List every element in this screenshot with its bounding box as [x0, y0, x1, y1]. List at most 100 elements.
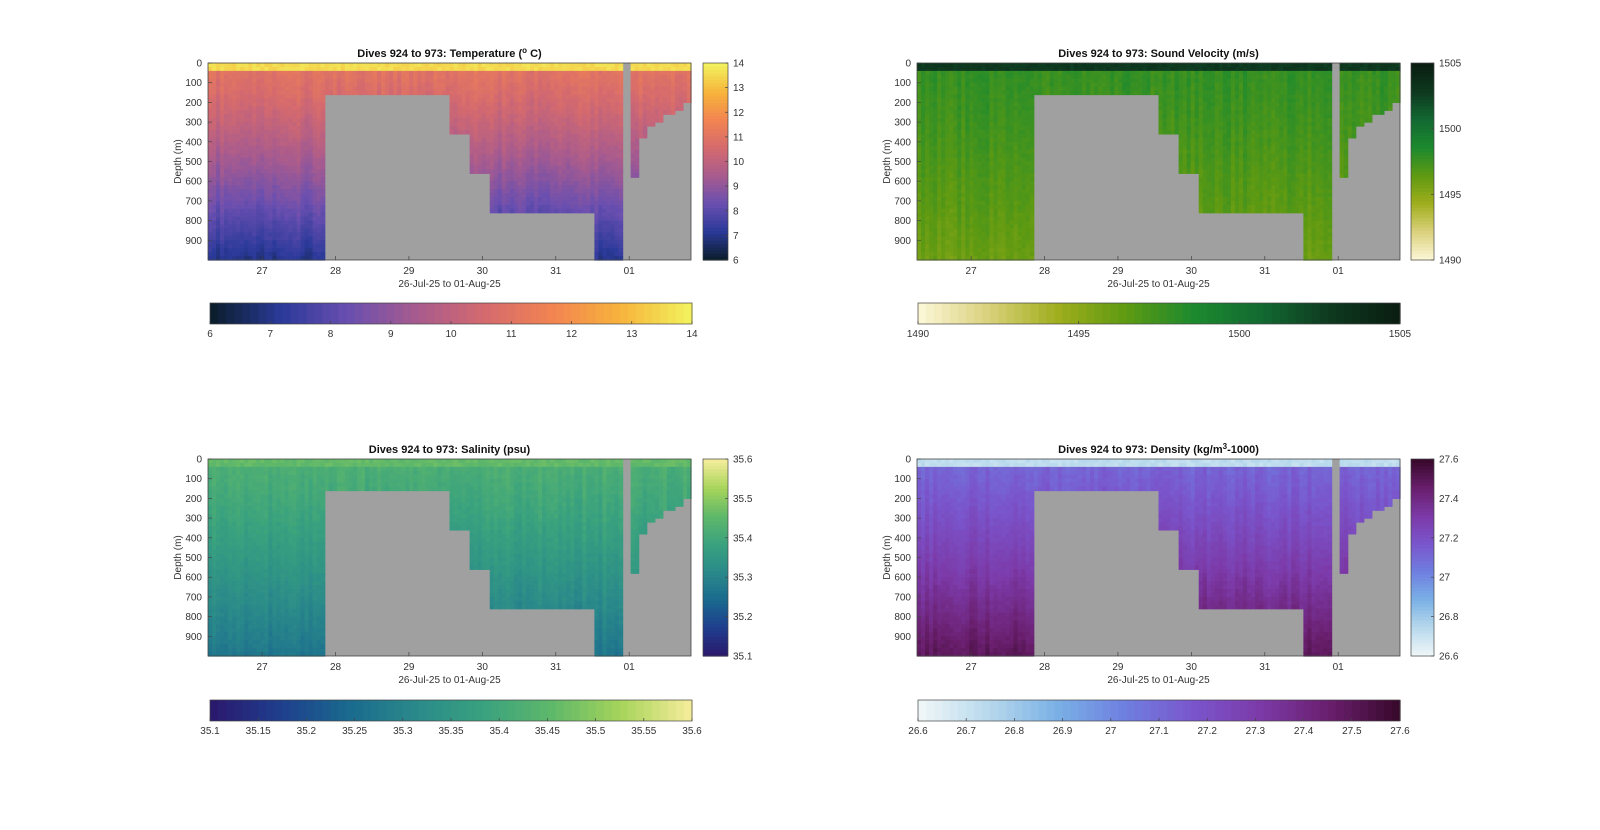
heatmap-cell — [308, 165, 314, 170]
heatmap-cell — [300, 153, 306, 159]
heatmap-cell — [562, 94, 567, 100]
heatmap-cell — [393, 66, 398, 72]
colorbar-segment — [703, 253, 728, 258]
heatmap-cell — [977, 129, 983, 135]
heatmap-cell — [530, 208, 535, 214]
heatmap-cell — [917, 200, 922, 206]
heatmap-cell — [606, 256, 612, 261]
heatmap-cell — [465, 122, 471, 127]
heatmap-cell — [965, 200, 970, 206]
heatmap-cell — [614, 224, 620, 230]
heatmap-cell — [941, 82, 946, 88]
heatmap-cell — [997, 110, 1003, 115]
heatmap-cell — [292, 70, 298, 76]
heatmap-cell — [981, 74, 987, 80]
heatmap-cell — [401, 82, 406, 88]
heatmap-cell — [1017, 122, 1023, 127]
heatmap-cell — [1017, 185, 1023, 190]
heatmap-cell — [554, 129, 559, 135]
heatmap-cell — [965, 193, 970, 198]
heatmap-cell — [646, 74, 652, 80]
heatmap-cell — [981, 126, 987, 131]
heatmap-cell — [316, 110, 322, 115]
heatmap-cell — [985, 248, 991, 253]
heatmap-cell — [264, 106, 269, 111]
heatmap-cell — [530, 193, 535, 198]
heatmap-cell — [598, 74, 604, 80]
heatmap-cell — [276, 145, 282, 151]
heatmap-cell — [481, 133, 487, 139]
heatmap-cell — [618, 141, 624, 147]
heatmap-cell — [614, 82, 620, 88]
heatmap-cell — [240, 208, 245, 214]
heatmap-cell — [216, 224, 221, 230]
heatmap-cell — [505, 70, 511, 76]
heatmap-cell — [985, 189, 991, 194]
heatmap-cell — [340, 74, 346, 80]
heatmap-cell — [256, 220, 261, 226]
heatmap-cell — [284, 102, 290, 107]
heatmap-cell — [284, 63, 290, 68]
heatmap-cell — [304, 240, 310, 245]
heatmap-cell — [925, 86, 930, 92]
heatmap-cell — [562, 118, 567, 123]
heatmap-cell — [582, 133, 587, 139]
heatmap-cell — [562, 149, 567, 155]
heatmap-cell — [316, 74, 322, 80]
heatmap-cell — [530, 102, 535, 107]
heatmap-cell — [594, 244, 600, 249]
heatmap-cell — [925, 212, 930, 218]
heatmap-cell — [534, 126, 539, 131]
heatmap-cell — [993, 216, 999, 222]
heatmap-cell — [300, 74, 306, 80]
heatmap-cell — [921, 224, 926, 230]
heatmap-cell — [272, 126, 278, 131]
heatmap-cell — [670, 98, 676, 103]
heatmap-cell — [208, 204, 213, 210]
heatmap-cell — [232, 78, 237, 84]
heatmap-cell — [538, 90, 543, 96]
heatmap-cell — [320, 204, 326, 210]
heatmap-cell — [618, 94, 624, 100]
heatmap-cell — [352, 70, 358, 76]
heatmap-cell — [288, 200, 294, 206]
heatmap-cell — [534, 94, 539, 100]
heatmap-cell — [574, 74, 579, 80]
heatmap-cell — [296, 196, 302, 202]
heatmap-cell — [260, 165, 265, 170]
heatmap-cell — [449, 78, 455, 84]
heatmap-cell — [602, 252, 608, 257]
heatmap-cell — [961, 90, 966, 96]
colorbar-segment — [703, 112, 728, 117]
heatmap-cell — [405, 70, 410, 76]
heatmap-cell — [582, 153, 587, 159]
heatmap-cell — [1005, 66, 1011, 72]
heatmap-cell — [429, 86, 435, 92]
heatmap-cell — [485, 122, 491, 127]
heatmap-cell — [1009, 252, 1015, 257]
heatmap-cell — [961, 248, 966, 253]
heatmap-cell — [562, 153, 567, 159]
heatmap-cell — [236, 82, 241, 88]
colorbar-tick-label: 7 — [733, 231, 739, 242]
heatmap-cell — [288, 98, 294, 103]
heatmap-cell — [477, 74, 483, 80]
heatmap-cell — [929, 70, 934, 76]
heatmap-cell — [957, 248, 962, 253]
heatmap-cell — [538, 161, 543, 167]
heatmap-cell — [550, 118, 555, 123]
heatmap-cell — [276, 90, 282, 96]
heatmap-cell — [945, 114, 950, 119]
heatmap-cell — [642, 129, 648, 135]
heatmap-cell — [525, 86, 531, 92]
heatmap-cell — [469, 66, 475, 72]
heatmap-cell — [457, 98, 463, 103]
heatmap-cell — [546, 133, 551, 139]
heatmap-cell — [961, 173, 966, 178]
heatmap-cell — [1017, 98, 1023, 103]
heatmap-cell — [973, 248, 978, 253]
heatmap-cell — [212, 189, 217, 194]
heatmap-cell — [208, 224, 213, 230]
heatmap-cell — [216, 193, 221, 198]
heatmap-cell — [413, 90, 418, 96]
